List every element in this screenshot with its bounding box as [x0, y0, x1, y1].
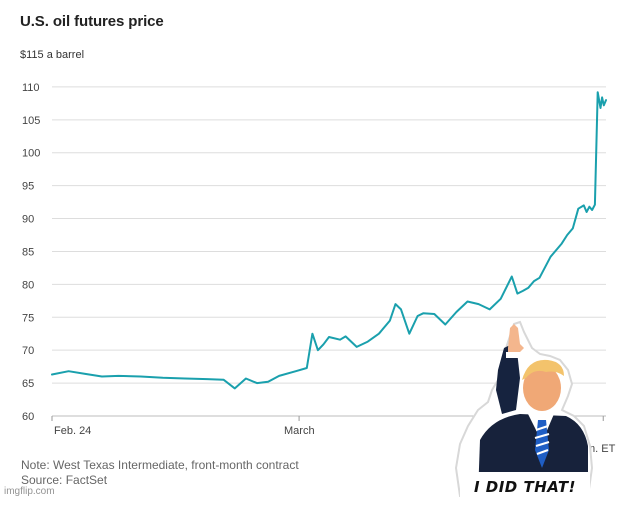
axis-labels: $115 a barrel 60 65 70 75 80 85 90 95 100 105 110 Fe… [20, 49, 616, 455]
hair [522, 359, 564, 380]
y-tick-label: 110 [22, 82, 40, 94]
x-tick-label: Feb. 24 [54, 425, 91, 437]
caption-backdrop [460, 472, 590, 498]
y-tick-label: 95 [22, 181, 34, 193]
y-tick-label: 65 [22, 378, 34, 390]
y-tick-label: 80 [22, 279, 34, 291]
chart-notes: Note: West Texas Intermediate, front-mon… [21, 458, 299, 488]
price-line [51, 91, 607, 390]
meme-sticker: I DID THAT! [450, 318, 598, 500]
y-tick-label: 60 [22, 411, 34, 423]
y-unit-label: $115 a barrel [20, 49, 84, 61]
y-tick-label: 70 [22, 345, 34, 357]
x-tick-label: March [284, 425, 315, 437]
pointing-man-illustration [454, 320, 594, 498]
y-tick-label: 85 [22, 246, 34, 258]
raised-arm [496, 342, 520, 414]
series-layer [51, 91, 607, 390]
y-tick-label: 105 [22, 115, 40, 127]
y-tick-label: 100 [22, 148, 40, 160]
face [523, 365, 561, 411]
shirt-cuff [506, 352, 520, 358]
necktie-stripes [534, 425, 550, 455]
meme-caption: I DID THAT! [473, 478, 577, 496]
y-tick-label: 90 [22, 214, 34, 226]
pointing-hand [508, 324, 524, 354]
x-tick-label: m. ET [586, 443, 616, 455]
note-text: Note: West Texas Intermediate, front-mon… [21, 458, 299, 472]
chart-title: U.S. oil futures price [20, 13, 164, 30]
y-tick-label: 75 [22, 312, 34, 324]
source-text: Source: FactSet [21, 473, 108, 487]
watermark-text: imgflip.com [4, 486, 55, 497]
